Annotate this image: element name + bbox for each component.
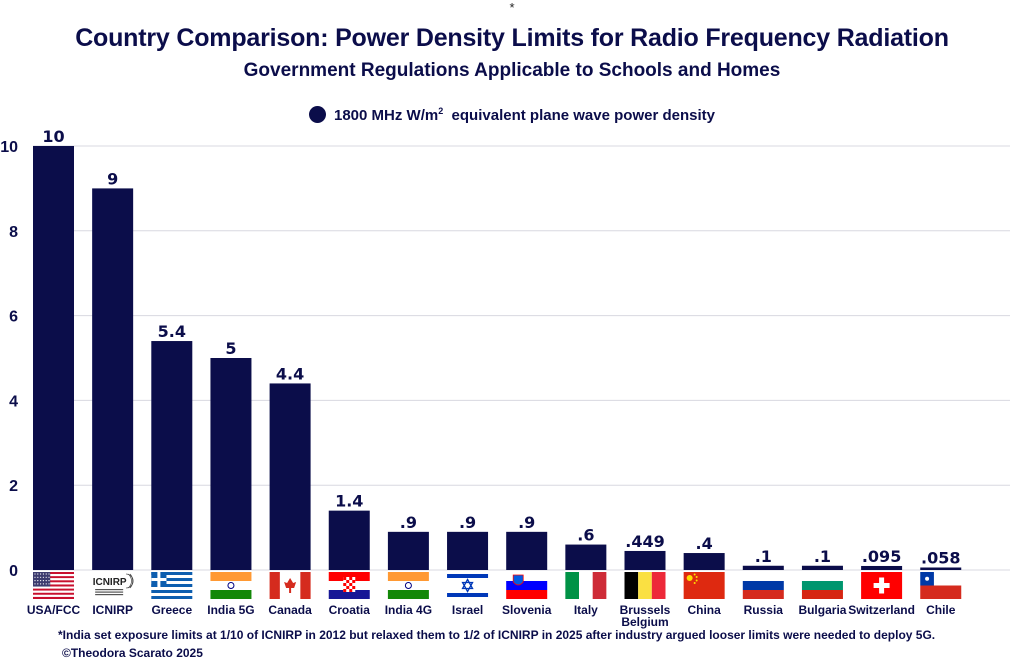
bar [269, 383, 311, 570]
x-tick-label: India 4G [385, 603, 432, 617]
legend: 1800 MHz W/m2 equivalent plane wave powe… [0, 106, 1024, 124]
chart-title: Country Comparison: Power Density Limits… [75, 24, 949, 52]
bar [92, 188, 134, 570]
bar [565, 544, 607, 570]
y-tick-label: 10 [0, 139, 18, 156]
data-label: 10 [42, 127, 64, 146]
israel-flag-icon [447, 572, 489, 599]
india-flag-icon [210, 572, 252, 599]
data-label: .1 [755, 547, 772, 566]
x-tick-label: Belgium [621, 615, 668, 629]
x-tick-label: Switzerland [848, 603, 915, 617]
legend-label-sup: 2 [438, 106, 444, 116]
bar [387, 531, 429, 570]
greece-flag-icon [151, 572, 193, 599]
data-label: 4.4 [276, 364, 304, 383]
data-label: .058 [921, 549, 960, 568]
legend-label-suffix: equivalent plane wave power density [443, 107, 715, 124]
x-tick-label: Croatia [329, 603, 371, 617]
bar [683, 553, 725, 570]
data-label: .095 [862, 547, 901, 566]
data-label: .6 [577, 526, 594, 545]
asterisk-mark: * [509, 0, 515, 15]
x-axis: USA/FCC ICNIRP Greece India 5G Canada Croatia… [27, 603, 956, 629]
x-tick-label: Russia [744, 603, 784, 617]
croatia-flag-icon [328, 572, 370, 599]
x-tick-label: Brussels [620, 603, 671, 617]
data-label: 5.4 [158, 322, 186, 341]
data-label: .9 [400, 513, 417, 532]
icnirp-flag-icon: ICNIRP [92, 572, 134, 599]
data-label: 5 [225, 339, 236, 358]
usa-flag-icon [33, 572, 74, 599]
x-tick-label: ICNIRP [92, 603, 133, 617]
x-tick-label: Italy [574, 603, 598, 617]
data-label: .1 [814, 547, 831, 566]
data-label: .9 [518, 513, 535, 532]
flags: ICNIRP [33, 572, 962, 599]
chile-flag-icon [920, 572, 962, 599]
china-flag-icon [683, 572, 725, 599]
x-tick-label: Chile [926, 603, 956, 617]
bulgaria-flag-icon [801, 572, 843, 599]
chart-subtitle: Government Regulations Applicable to Sch… [243, 60, 781, 81]
bar [447, 531, 489, 570]
x-tick-label: Slovenia [502, 603, 552, 617]
italy-flag-icon [565, 572, 607, 599]
bar [801, 565, 843, 570]
data-labels: 10 9 5.4 5 4.4 1.4 .9 .9 .9 .6 .449 .4 .1 .1 .095 .058 [42, 127, 960, 568]
copyright: ©Theodora Scarato 2025 [62, 646, 203, 660]
x-tick-label: Canada [268, 603, 312, 617]
y-axis: 0 2 4 6 8 10 [0, 139, 18, 580]
legend-label-prefix: 1800 MHz W/m [334, 107, 439, 124]
x-tick-label: Bulgaria [798, 603, 846, 617]
bars [33, 146, 962, 570]
data-label: .449 [625, 532, 664, 551]
canada-flag-icon [269, 572, 311, 599]
x-tick-label: USA/FCC [27, 603, 81, 617]
data-label: 1.4 [335, 492, 363, 511]
y-tick-label: 6 [9, 309, 18, 326]
x-tick-label: Israel [452, 603, 483, 617]
bar [210, 358, 252, 570]
data-label: .4 [696, 534, 713, 553]
bar [33, 146, 74, 570]
y-tick-label: 8 [9, 224, 18, 241]
y-tick-label: 0 [9, 563, 18, 580]
data-label: 9 [107, 169, 118, 188]
bar [624, 550, 666, 570]
y-tick-label: 2 [9, 478, 18, 495]
belgium-flag-icon [624, 572, 666, 599]
legend-swatch [309, 106, 326, 123]
data-label: .9 [459, 513, 476, 532]
x-tick-label: China [687, 603, 721, 617]
switzerland-flag-icon [861, 572, 903, 599]
slovenia-flag-icon [506, 572, 548, 599]
x-tick-label: India 5G [207, 603, 254, 617]
india-flag-icon [387, 572, 429, 599]
footnote: *India set exposure limits at 1/10 of IC… [58, 628, 936, 642]
y-tick-label: 4 [9, 393, 18, 410]
bar [861, 565, 903, 570]
bar [742, 565, 784, 570]
bar [151, 341, 193, 570]
bar [920, 567, 962, 570]
bar [506, 531, 548, 570]
x-tick-label: Greece [151, 603, 192, 617]
russia-flag-icon [742, 572, 784, 599]
icnirp-logo-text: ICNIRP [93, 577, 127, 588]
bar [328, 510, 370, 570]
